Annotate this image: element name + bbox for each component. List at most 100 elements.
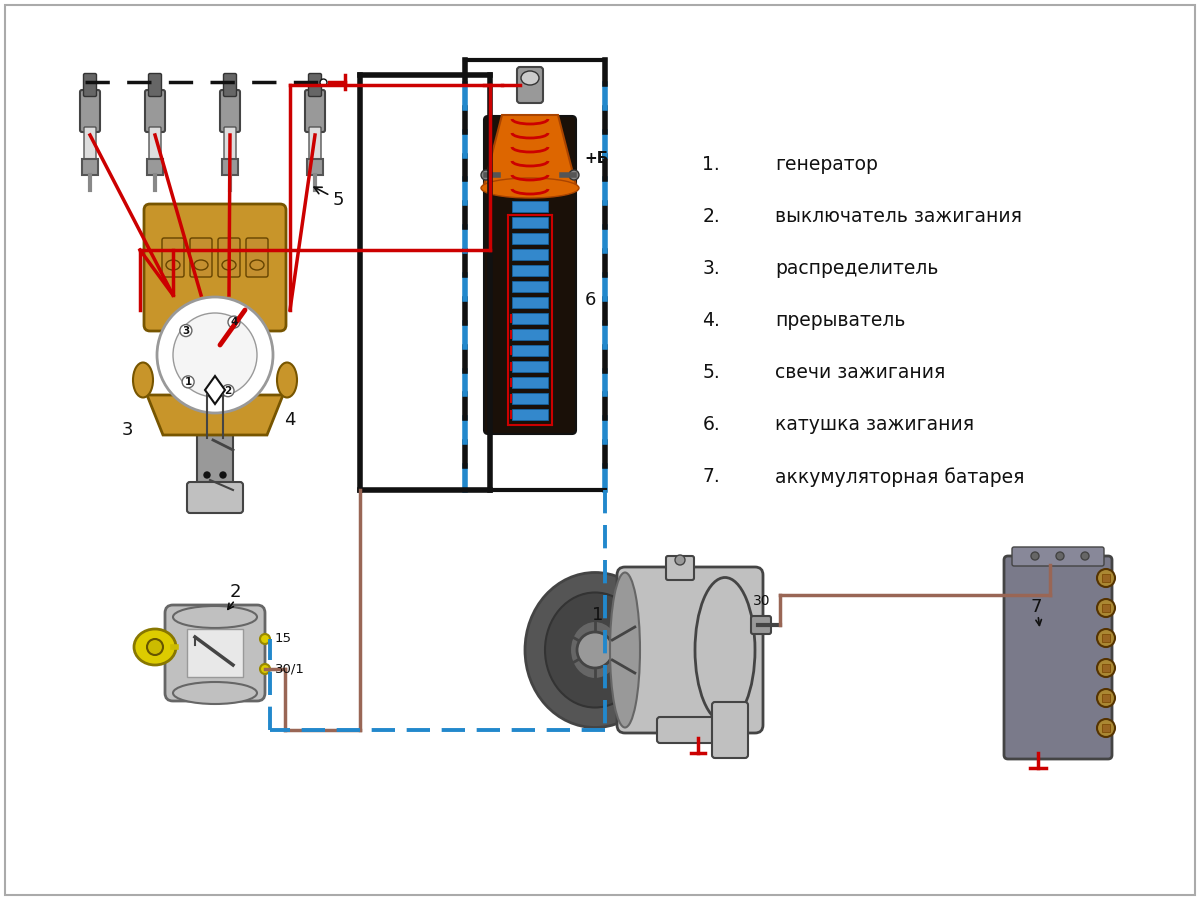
Polygon shape: [148, 395, 283, 435]
FancyBboxPatch shape: [246, 238, 268, 277]
FancyBboxPatch shape: [187, 482, 242, 513]
Text: 15: 15: [275, 633, 292, 645]
Circle shape: [1097, 719, 1115, 737]
Ellipse shape: [173, 606, 257, 628]
Text: 5.: 5.: [702, 364, 720, 382]
Ellipse shape: [481, 178, 580, 198]
FancyBboxPatch shape: [517, 67, 542, 103]
Circle shape: [1097, 569, 1115, 587]
Circle shape: [182, 376, 194, 388]
FancyBboxPatch shape: [84, 74, 96, 96]
Text: прерыватель: прерыватель: [775, 311, 905, 330]
Bar: [512, 393, 548, 404]
Circle shape: [577, 632, 613, 668]
Bar: [512, 297, 548, 308]
Ellipse shape: [570, 621, 620, 679]
FancyBboxPatch shape: [190, 238, 212, 277]
Text: катушка зажигания: катушка зажигания: [775, 416, 974, 435]
Bar: [512, 377, 548, 388]
Text: 5: 5: [314, 187, 344, 209]
Text: 3: 3: [182, 326, 190, 336]
Bar: [512, 313, 548, 324]
Ellipse shape: [545, 592, 646, 707]
Text: 30/1: 30/1: [275, 662, 305, 676]
Text: +Б: +Б: [584, 151, 608, 166]
FancyBboxPatch shape: [658, 717, 738, 743]
Bar: [512, 345, 548, 356]
Ellipse shape: [133, 363, 154, 398]
FancyBboxPatch shape: [617, 567, 763, 733]
Circle shape: [1097, 629, 1115, 647]
Circle shape: [1097, 659, 1115, 677]
Circle shape: [148, 639, 163, 655]
Circle shape: [220, 472, 226, 478]
Bar: [148, 159, 163, 175]
Text: выключатель зажигания: выключатель зажигания: [775, 208, 1022, 227]
Text: 30: 30: [754, 594, 770, 608]
Text: 2.: 2.: [702, 208, 720, 227]
Circle shape: [204, 472, 210, 478]
Circle shape: [674, 555, 685, 565]
Text: 3.: 3.: [702, 259, 720, 278]
Text: 7: 7: [1030, 598, 1042, 616]
Circle shape: [180, 325, 192, 337]
Text: 4: 4: [284, 411, 295, 429]
Text: 1.: 1.: [702, 156, 720, 175]
Text: свечи зажигания: свечи зажигания: [775, 364, 946, 382]
Circle shape: [222, 384, 234, 397]
Ellipse shape: [521, 71, 539, 85]
FancyBboxPatch shape: [224, 127, 236, 161]
Text: генератор: генератор: [775, 156, 878, 175]
Text: 1: 1: [593, 606, 604, 624]
Ellipse shape: [250, 260, 264, 270]
FancyBboxPatch shape: [197, 433, 233, 492]
Bar: [512, 249, 548, 260]
Bar: [512, 329, 548, 340]
Text: распределитель: распределитель: [775, 259, 938, 278]
Text: 4.: 4.: [702, 311, 720, 330]
Bar: [512, 217, 548, 228]
Circle shape: [481, 170, 491, 180]
FancyBboxPatch shape: [149, 74, 162, 96]
Circle shape: [1097, 689, 1115, 707]
Text: 3: 3: [121, 421, 133, 439]
Circle shape: [260, 664, 270, 674]
FancyBboxPatch shape: [1012, 547, 1104, 566]
Polygon shape: [484, 115, 576, 185]
Bar: [512, 361, 548, 372]
Polygon shape: [205, 376, 226, 404]
Ellipse shape: [610, 572, 640, 727]
Circle shape: [1056, 552, 1064, 560]
FancyBboxPatch shape: [223, 74, 236, 96]
Text: 6.: 6.: [702, 416, 720, 435]
Text: 2: 2: [224, 386, 232, 396]
Bar: [82, 159, 98, 175]
FancyBboxPatch shape: [484, 116, 576, 434]
Bar: [512, 281, 548, 292]
Circle shape: [1031, 552, 1039, 560]
Bar: [512, 409, 548, 420]
Text: 1: 1: [185, 377, 192, 387]
Text: 6: 6: [586, 291, 596, 309]
Text: 4: 4: [230, 317, 238, 327]
Circle shape: [157, 297, 274, 413]
Bar: [512, 201, 548, 212]
Text: аккумуляторная батарея: аккумуляторная батарея: [775, 467, 1025, 487]
Circle shape: [228, 316, 240, 328]
Circle shape: [260, 634, 270, 644]
FancyBboxPatch shape: [162, 238, 184, 277]
FancyBboxPatch shape: [145, 90, 166, 132]
Ellipse shape: [173, 682, 257, 704]
Circle shape: [1097, 599, 1115, 617]
Text: 7.: 7.: [702, 467, 720, 487]
FancyBboxPatch shape: [751, 616, 772, 634]
FancyBboxPatch shape: [220, 90, 240, 132]
Bar: [187, 629, 242, 677]
FancyBboxPatch shape: [144, 204, 286, 331]
Ellipse shape: [222, 260, 236, 270]
Bar: [512, 265, 548, 276]
FancyBboxPatch shape: [218, 238, 240, 277]
Circle shape: [569, 170, 580, 180]
Ellipse shape: [134, 629, 176, 665]
FancyBboxPatch shape: [308, 74, 322, 96]
